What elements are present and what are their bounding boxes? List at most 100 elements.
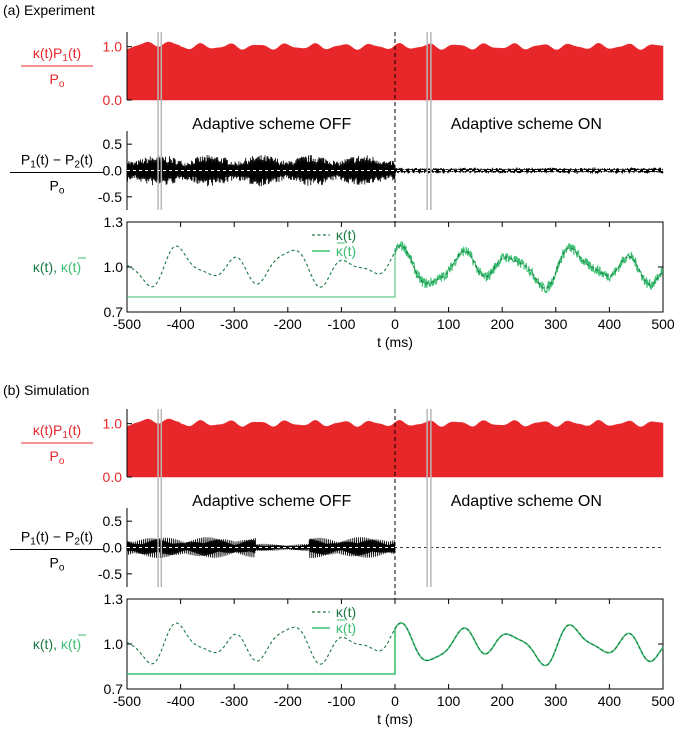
ylabel-part: P bbox=[21, 529, 30, 545]
legend-kappa-label: κ(t) bbox=[336, 227, 356, 243]
ylabel-part: κ(t)P bbox=[33, 45, 63, 61]
kappa-ylabel: κ(t), κ(t) bbox=[33, 636, 81, 652]
x-tick-label: 400 bbox=[598, 693, 622, 709]
ylabel-part: P bbox=[50, 555, 59, 571]
power-ylabel-denominator: Po bbox=[50, 448, 65, 467]
kappa-ytick-label: 1.3 bbox=[104, 214, 124, 230]
annotation-scheme-off: Adaptive scheme OFF bbox=[192, 493, 351, 510]
x-tick-label: 300 bbox=[544, 693, 568, 709]
difference-ylabel-numerator: P1(t) − P2(t) bbox=[21, 152, 93, 171]
difference-ytick-label: 0.0 bbox=[103, 540, 123, 556]
ylabel-sub: 1 bbox=[62, 53, 68, 64]
kappa-ytick-label: 1.0 bbox=[104, 636, 124, 652]
kappa-series bbox=[126, 245, 664, 290]
annotation-scheme-off: Adaptive scheme OFF bbox=[192, 116, 351, 133]
difference-ylabel-denominator: Po bbox=[50, 178, 65, 197]
ylabel-sub: o bbox=[59, 186, 65, 197]
x-tick-label: -300 bbox=[220, 693, 248, 709]
panel-title: (b) Simulation bbox=[3, 382, 89, 398]
legend-kappa-bar-label: κ(t) bbox=[336, 243, 356, 259]
difference-ytick-label: -0.5 bbox=[98, 566, 122, 582]
ylabel-part: (t) − P bbox=[36, 152, 75, 168]
x-tick-label: 0 bbox=[391, 693, 399, 709]
x-tick-label: 100 bbox=[437, 693, 461, 709]
difference-ytick-label: -0.5 bbox=[98, 189, 122, 205]
difference-ytick-label: 0.5 bbox=[103, 136, 123, 152]
ylabel-part: (t) bbox=[68, 422, 81, 438]
ylabel-sub: o bbox=[59, 456, 65, 467]
power-ytick-label: 0.0 bbox=[103, 92, 123, 108]
x-axis-label: t (ms) bbox=[377, 711, 413, 727]
ylabel-part: (t) bbox=[80, 152, 93, 168]
power-ylabel-numerator: κ(t)P1(t) bbox=[33, 45, 81, 64]
power-ylabel-denominator: Po bbox=[50, 71, 65, 90]
x-tick-label: 200 bbox=[491, 316, 515, 332]
kappa-bar-series bbox=[127, 241, 664, 298]
panel-title: (a) Experiment bbox=[3, 2, 95, 18]
ylabel-part: κ(t)P bbox=[33, 422, 63, 438]
power-subplot: 0.01.0κ(t)P1(t)Po bbox=[21, 32, 664, 108]
x-tick-label: 200 bbox=[491, 693, 515, 709]
ylabel-sub: o bbox=[59, 79, 65, 90]
x-tick-label: -100 bbox=[327, 693, 355, 709]
x-tick-label: -300 bbox=[220, 316, 248, 332]
x-tick-label: -500 bbox=[113, 693, 141, 709]
ylabel-part: P bbox=[50, 448, 59, 464]
x-tick-label: -400 bbox=[167, 693, 195, 709]
x-tick-label: -400 bbox=[167, 316, 195, 332]
panel-simulation: (b) Simulation0.01.0κ(t)P1(t)Po-0.50.00.… bbox=[3, 382, 675, 727]
ylabel-part: P bbox=[50, 178, 59, 194]
ylabel-sub: o bbox=[59, 563, 65, 574]
ylabel-part: κ(t), bbox=[33, 636, 61, 652]
kappa-series bbox=[126, 622, 664, 667]
ylabel-sub: 2 bbox=[74, 160, 80, 171]
power-ylabel-numerator: κ(t)P1(t) bbox=[33, 422, 81, 441]
legend-kappa-bar-label: κ(t) bbox=[336, 620, 356, 636]
x-axis-label: t (ms) bbox=[377, 334, 413, 350]
difference-subplot: -0.5 0.0 0.5 Adaptive scheme OFF Adaptive sc… bbox=[10, 493, 663, 587]
kappa-ytick-label: 1.0 bbox=[104, 259, 124, 275]
kappa-bar-series bbox=[127, 622, 664, 675]
difference-ylabel-numerator: P1(t) − P2(t) bbox=[21, 529, 93, 548]
difference-ylabel-denominator: Po bbox=[50, 555, 65, 574]
kappa-subplot: 0.71.01.3κ(t)κ(t)κ(t), κ(t)-500 -400 -300-… bbox=[33, 591, 675, 727]
power-ytick-label: 0.0 bbox=[103, 469, 123, 485]
ylabel-part: (t) bbox=[68, 45, 81, 61]
ylabel-part: P bbox=[50, 71, 59, 87]
panel-experiment: (a) Experiment0.01.0κ(t)P1(t)Po-0.50.00.… bbox=[3, 2, 675, 350]
legend-kappa-label: κ(t) bbox=[336, 604, 356, 620]
x-tick-label: 400 bbox=[598, 316, 622, 332]
x-tick-label: 100 bbox=[437, 316, 461, 332]
kappa-ytick-label: 0.7 bbox=[104, 304, 124, 320]
power-ytick-label: 1.0 bbox=[103, 416, 123, 432]
x-tick-label: 300 bbox=[544, 316, 568, 332]
ylabel-sub: 1 bbox=[30, 537, 36, 548]
kappa-ytick-label: 1.3 bbox=[104, 591, 124, 607]
x-tick-label: -500 bbox=[113, 316, 141, 332]
x-tick-label: -200 bbox=[274, 316, 302, 332]
x-tick-label: -100 bbox=[327, 316, 355, 332]
power-ytick-label: 1.0 bbox=[103, 39, 123, 55]
ylabel-part: κ(t), bbox=[33, 259, 61, 275]
kappa-ytick-label: 0.7 bbox=[104, 681, 124, 697]
x-tick-label: 500 bbox=[651, 316, 675, 332]
ylabel-part: P bbox=[21, 152, 30, 168]
ylabel-part: κ(t) bbox=[61, 259, 81, 275]
ylabel-part: (t) bbox=[80, 529, 93, 545]
x-tick-label: 0 bbox=[391, 316, 399, 332]
x-tick-label: -200 bbox=[274, 693, 302, 709]
difference-ytick-label: 0.0 bbox=[103, 163, 123, 179]
annotation-scheme-on: Adaptive scheme ON bbox=[451, 493, 602, 510]
ylabel-sub: 1 bbox=[62, 430, 68, 441]
power-subplot: 0.01.0κ(t)P1(t)Po bbox=[21, 409, 664, 485]
annotation-scheme-on: Adaptive scheme ON bbox=[451, 116, 602, 133]
ylabel-part: κ(t) bbox=[61, 636, 81, 652]
ylabel-sub: 1 bbox=[30, 160, 36, 171]
ylabel-sub: 2 bbox=[74, 537, 80, 548]
x-tick-label: 500 bbox=[651, 693, 675, 709]
ylabel-part: (t) − P bbox=[36, 529, 75, 545]
kappa-subplot: 0.71.01.3κ(t)κ(t)κ(t), κ(t)-500 -400 -300-… bbox=[33, 214, 675, 350]
difference-ytick-label: 0.5 bbox=[103, 513, 123, 529]
difference-subplot: -0.5 0.0 0.5 Adaptive scheme OFF Adaptive sc… bbox=[10, 116, 664, 210]
